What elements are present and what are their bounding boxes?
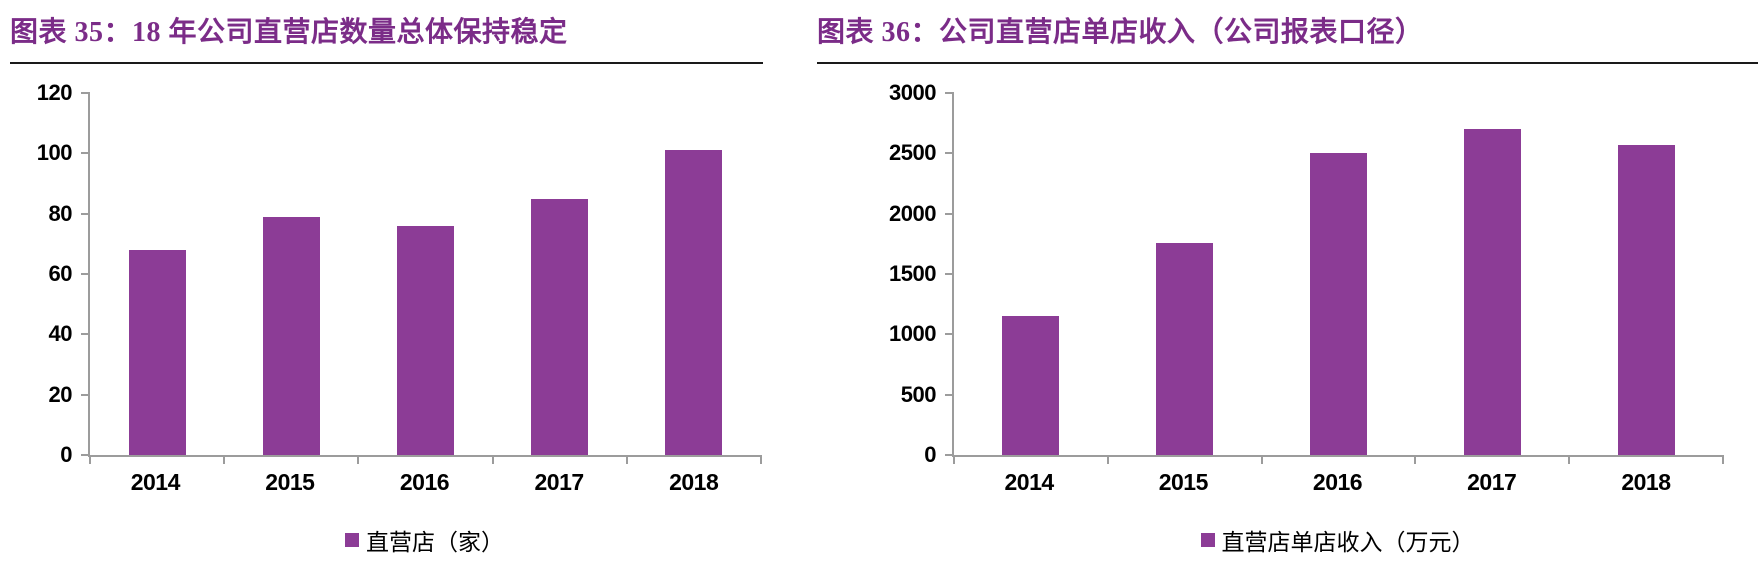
y-axis-tick-mark xyxy=(81,152,90,155)
chart-title: 图表 35：18 年公司直营店数量总体保持稳定 xyxy=(10,17,568,48)
legend-marker-icon xyxy=(1200,533,1215,547)
bar xyxy=(262,216,320,455)
y-axis-tick-label: 40 xyxy=(48,321,73,347)
y-axis-tick-mark xyxy=(81,454,90,456)
y-axis-tick-mark xyxy=(81,273,90,275)
x-axis-category-label: 2018 xyxy=(669,469,719,495)
bar xyxy=(1309,153,1367,455)
x-axis-tick-mark xyxy=(223,455,226,464)
plot-area: 0 500 1000 1500 2000 2500 3000 xyxy=(889,82,1724,466)
bar-slot xyxy=(1415,93,1569,455)
y-axis-tick-label: 3000 xyxy=(889,80,936,105)
bars-group xyxy=(90,93,761,455)
y-axis-tick-label: 0 xyxy=(924,442,936,467)
x-axis-category-label: 2017 xyxy=(1467,469,1517,495)
x-axis-category-label: 2016 xyxy=(399,469,450,495)
bar xyxy=(531,198,589,455)
y-axis-tick-mark xyxy=(81,333,90,336)
y-axis-tick-mark xyxy=(945,273,954,275)
y-axis-tick-mark xyxy=(945,393,954,396)
title-underline xyxy=(817,62,1758,64)
x-axis-category-label: 2015 xyxy=(1158,469,1209,495)
y-axis-tick-mark xyxy=(945,92,954,94)
bar xyxy=(1002,316,1060,455)
chart-body: 0 20 40 60 80 100 120 2014 2015 2016 2017 2018 直营店… xyxy=(10,64,763,580)
x-axis-tick-mark xyxy=(1568,455,1571,464)
legend-label: 直营店单店收入（万元） xyxy=(1221,529,1475,555)
x-axis-labels: 2014 2015 2016 2017 2018 xyxy=(952,469,1723,496)
legend-label: 直营店（家） xyxy=(366,529,504,555)
bar xyxy=(1617,144,1675,455)
y-axis-tick-label: 1000 xyxy=(889,321,936,347)
bar-slot xyxy=(224,93,358,455)
x-axis-category-label: 2014 xyxy=(130,469,181,495)
x-axis-tick-mark xyxy=(760,455,762,464)
bar-slot xyxy=(358,93,492,455)
x-axis-tick-mark xyxy=(357,455,360,464)
x-axis-category-label: 2018 xyxy=(1621,469,1671,495)
x-axis-tick-mark xyxy=(89,455,91,464)
bar xyxy=(1156,242,1214,455)
bar xyxy=(397,225,454,455)
x-axis-tick-mark xyxy=(1722,455,1724,464)
legend: 直营店单店收入（万元） xyxy=(952,523,1723,557)
y-axis-tick-mark xyxy=(945,454,954,456)
y-axis-tick-label: 100 xyxy=(36,140,73,166)
x-axis-tick-mark xyxy=(1260,455,1263,464)
y-axis-tick-mark xyxy=(81,92,90,94)
bar xyxy=(665,150,723,455)
y-axis-tick-label: 2000 xyxy=(889,200,936,226)
x-axis-tick-mark xyxy=(1414,455,1417,464)
x-axis-tick-mark xyxy=(491,455,494,464)
y-axis-tick-mark xyxy=(81,212,90,215)
y-axis-tick-label: 500 xyxy=(900,381,937,407)
y-axis-tick-label: 20 xyxy=(48,381,73,407)
y-axis-tick-label: 80 xyxy=(48,200,73,226)
y-axis-tick-mark xyxy=(81,393,90,396)
x-axis-category-label: 2017 xyxy=(534,469,584,495)
x-axis-category-label: 2016 xyxy=(1312,469,1363,495)
title-underline xyxy=(10,62,763,64)
chart-body: 0 500 1000 1500 2000 2500 3000 2014 2015 2016 201… xyxy=(817,64,1758,580)
plot-area: 0 20 40 60 80 100 120 xyxy=(37,82,762,466)
y-axis-tick-label: 2500 xyxy=(889,140,936,166)
chart-panel-right: 图表 36：公司直营店单店收入（公司报表口径） 0 500 1000 1500 2000… xyxy=(817,0,1758,580)
bar xyxy=(1463,129,1521,455)
legend-marker-icon xyxy=(345,533,359,547)
x-axis-tick-mark xyxy=(1106,455,1109,464)
bar-slot xyxy=(1262,93,1416,455)
x-axis-tick-mark xyxy=(953,455,955,464)
y-axis-tick-mark xyxy=(945,212,954,215)
bar-slot xyxy=(90,93,224,455)
chart-panel-left: 图表 35：18 年公司直营店数量总体保持稳定 0 20 40 60 80 100 120 … xyxy=(10,0,763,580)
y-axis-tick-label: 60 xyxy=(48,261,73,286)
bar-slot xyxy=(1569,93,1723,455)
legend: 直营店（家） xyxy=(88,523,761,557)
bar-slot xyxy=(627,93,761,455)
bars-group xyxy=(954,93,1723,455)
bar-slot xyxy=(1108,93,1262,455)
x-axis-tick-mark xyxy=(625,455,628,464)
y-axis-tick-label: 120 xyxy=(36,80,73,105)
chart-title: 图表 36：公司直营店单店收入（公司报表口径） xyxy=(817,17,1424,48)
y-axis-tick-label: 0 xyxy=(60,442,72,467)
y-axis-tick-label: 1500 xyxy=(889,261,936,286)
y-axis-tick-mark xyxy=(945,333,954,336)
bar-slot xyxy=(954,93,1108,455)
bar-slot xyxy=(493,93,627,455)
y-axis-tick-mark xyxy=(945,152,954,155)
x-axis-labels: 2014 2015 2016 2017 2018 xyxy=(88,469,761,496)
bar xyxy=(128,249,186,455)
x-axis-category-label: 2015 xyxy=(265,469,315,495)
x-axis-category-label: 2014 xyxy=(1004,469,1055,495)
